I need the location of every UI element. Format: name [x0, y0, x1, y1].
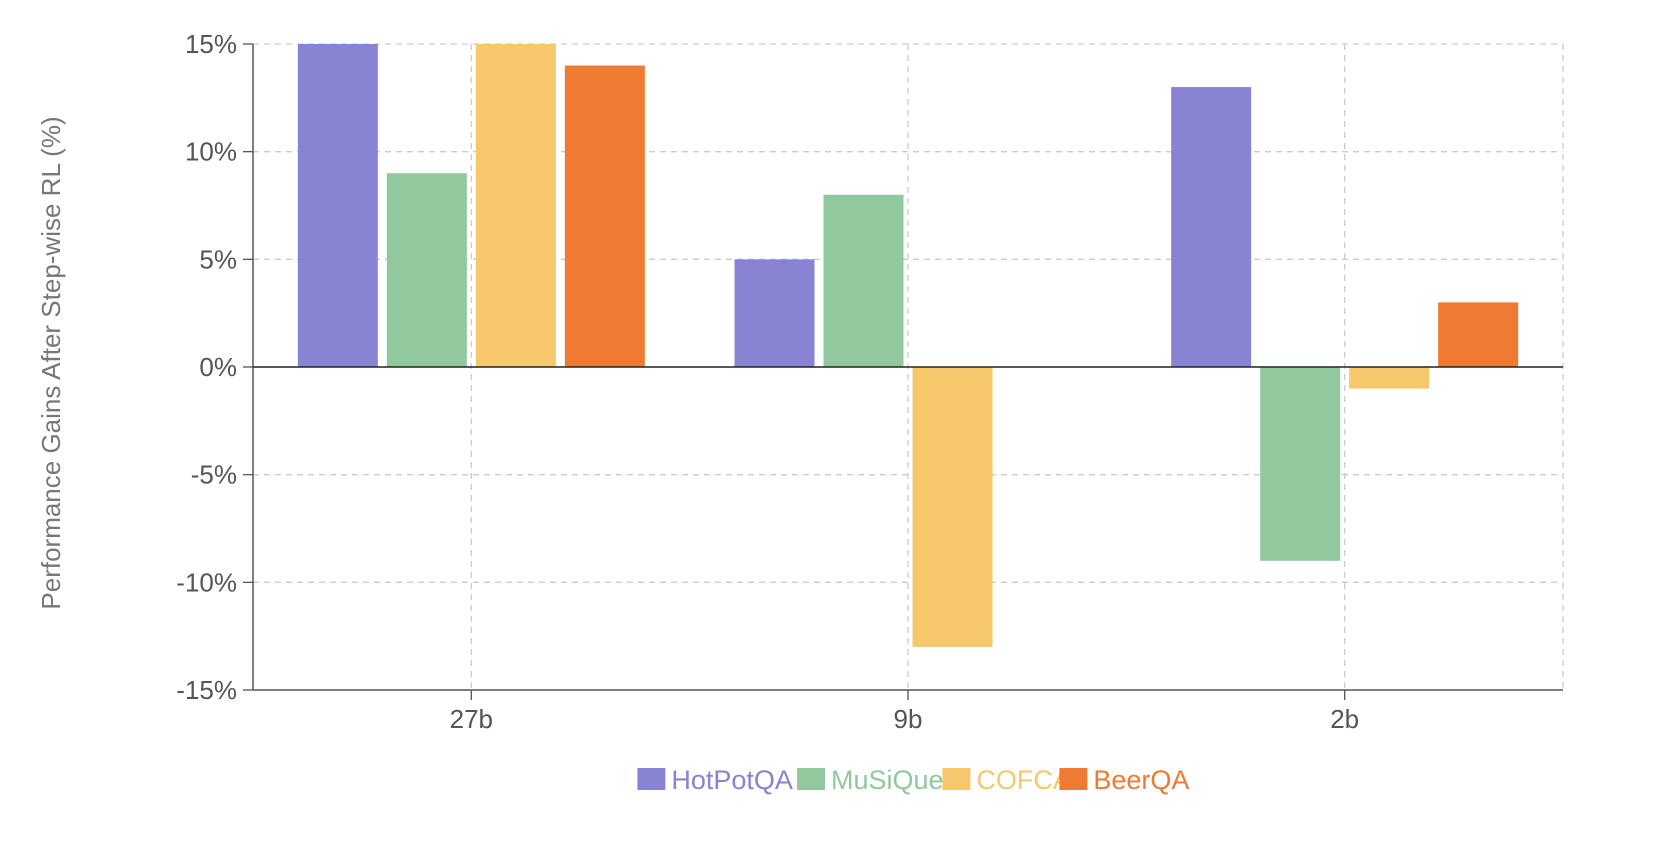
legend-swatch: [1059, 768, 1088, 790]
legend-swatch: [637, 768, 666, 790]
legend-item-beerqa: BeerQA: [1059, 765, 1189, 795]
x-ticks: 27b 9b 2b: [450, 690, 1359, 734]
bar-cofca-9b: [912, 367, 993, 647]
legend-swatch: [942, 768, 971, 790]
y-ticks: 15% 10% 5% 0% -5% -10% -15%: [176, 29, 253, 705]
y-axis-label: Performance Gains After Step-wise RL (%): [36, 116, 66, 609]
legend-label: COFCA: [976, 765, 1071, 795]
bar-musique-27b: [386, 173, 467, 367]
legend-swatch: [797, 768, 825, 790]
bar-cofca-27b: [475, 44, 556, 367]
y-tick-label: -5%: [191, 460, 237, 490]
y-tick-label: 10%: [185, 137, 237, 167]
bar-musique-2b: [1260, 367, 1341, 561]
legend-item-musique: MuSiQue: [797, 765, 944, 795]
legend: HotPotQA MuSiQue COFCA BeerQA: [637, 765, 1189, 795]
y-tick-label: -15%: [176, 675, 237, 705]
legend-item-cofca: COFCA: [942, 765, 1071, 795]
bars: [297, 44, 1519, 647]
y-tick-label: -10%: [176, 567, 237, 597]
bar-cofca-2b: [1349, 367, 1430, 389]
y-tick-label: 5%: [199, 244, 237, 274]
bar-hotpotqa-2b: [1171, 87, 1252, 368]
bar-beerqa-27b: [564, 65, 645, 368]
axes: [252, 44, 1563, 691]
y-tick-label: 0%: [199, 352, 237, 382]
bar-hotpotqa-9b: [734, 259, 815, 367]
legend-label: MuSiQue: [831, 765, 944, 795]
x-tick-label: 9b: [894, 704, 923, 734]
legend-label: HotPotQA: [671, 765, 793, 795]
bar-musique-9b: [823, 194, 904, 367]
legend-item-hotpotqa: HotPotQA: [637, 765, 793, 795]
legend-label: BeerQA: [1093, 765, 1189, 795]
bar-beerqa-2b: [1438, 302, 1519, 367]
bar-hotpotqa-27b: [297, 44, 378, 367]
y-tick-label: 15%: [185, 29, 237, 59]
x-tick-label: 2b: [1330, 704, 1359, 734]
x-tick-label: 27b: [450, 704, 493, 734]
